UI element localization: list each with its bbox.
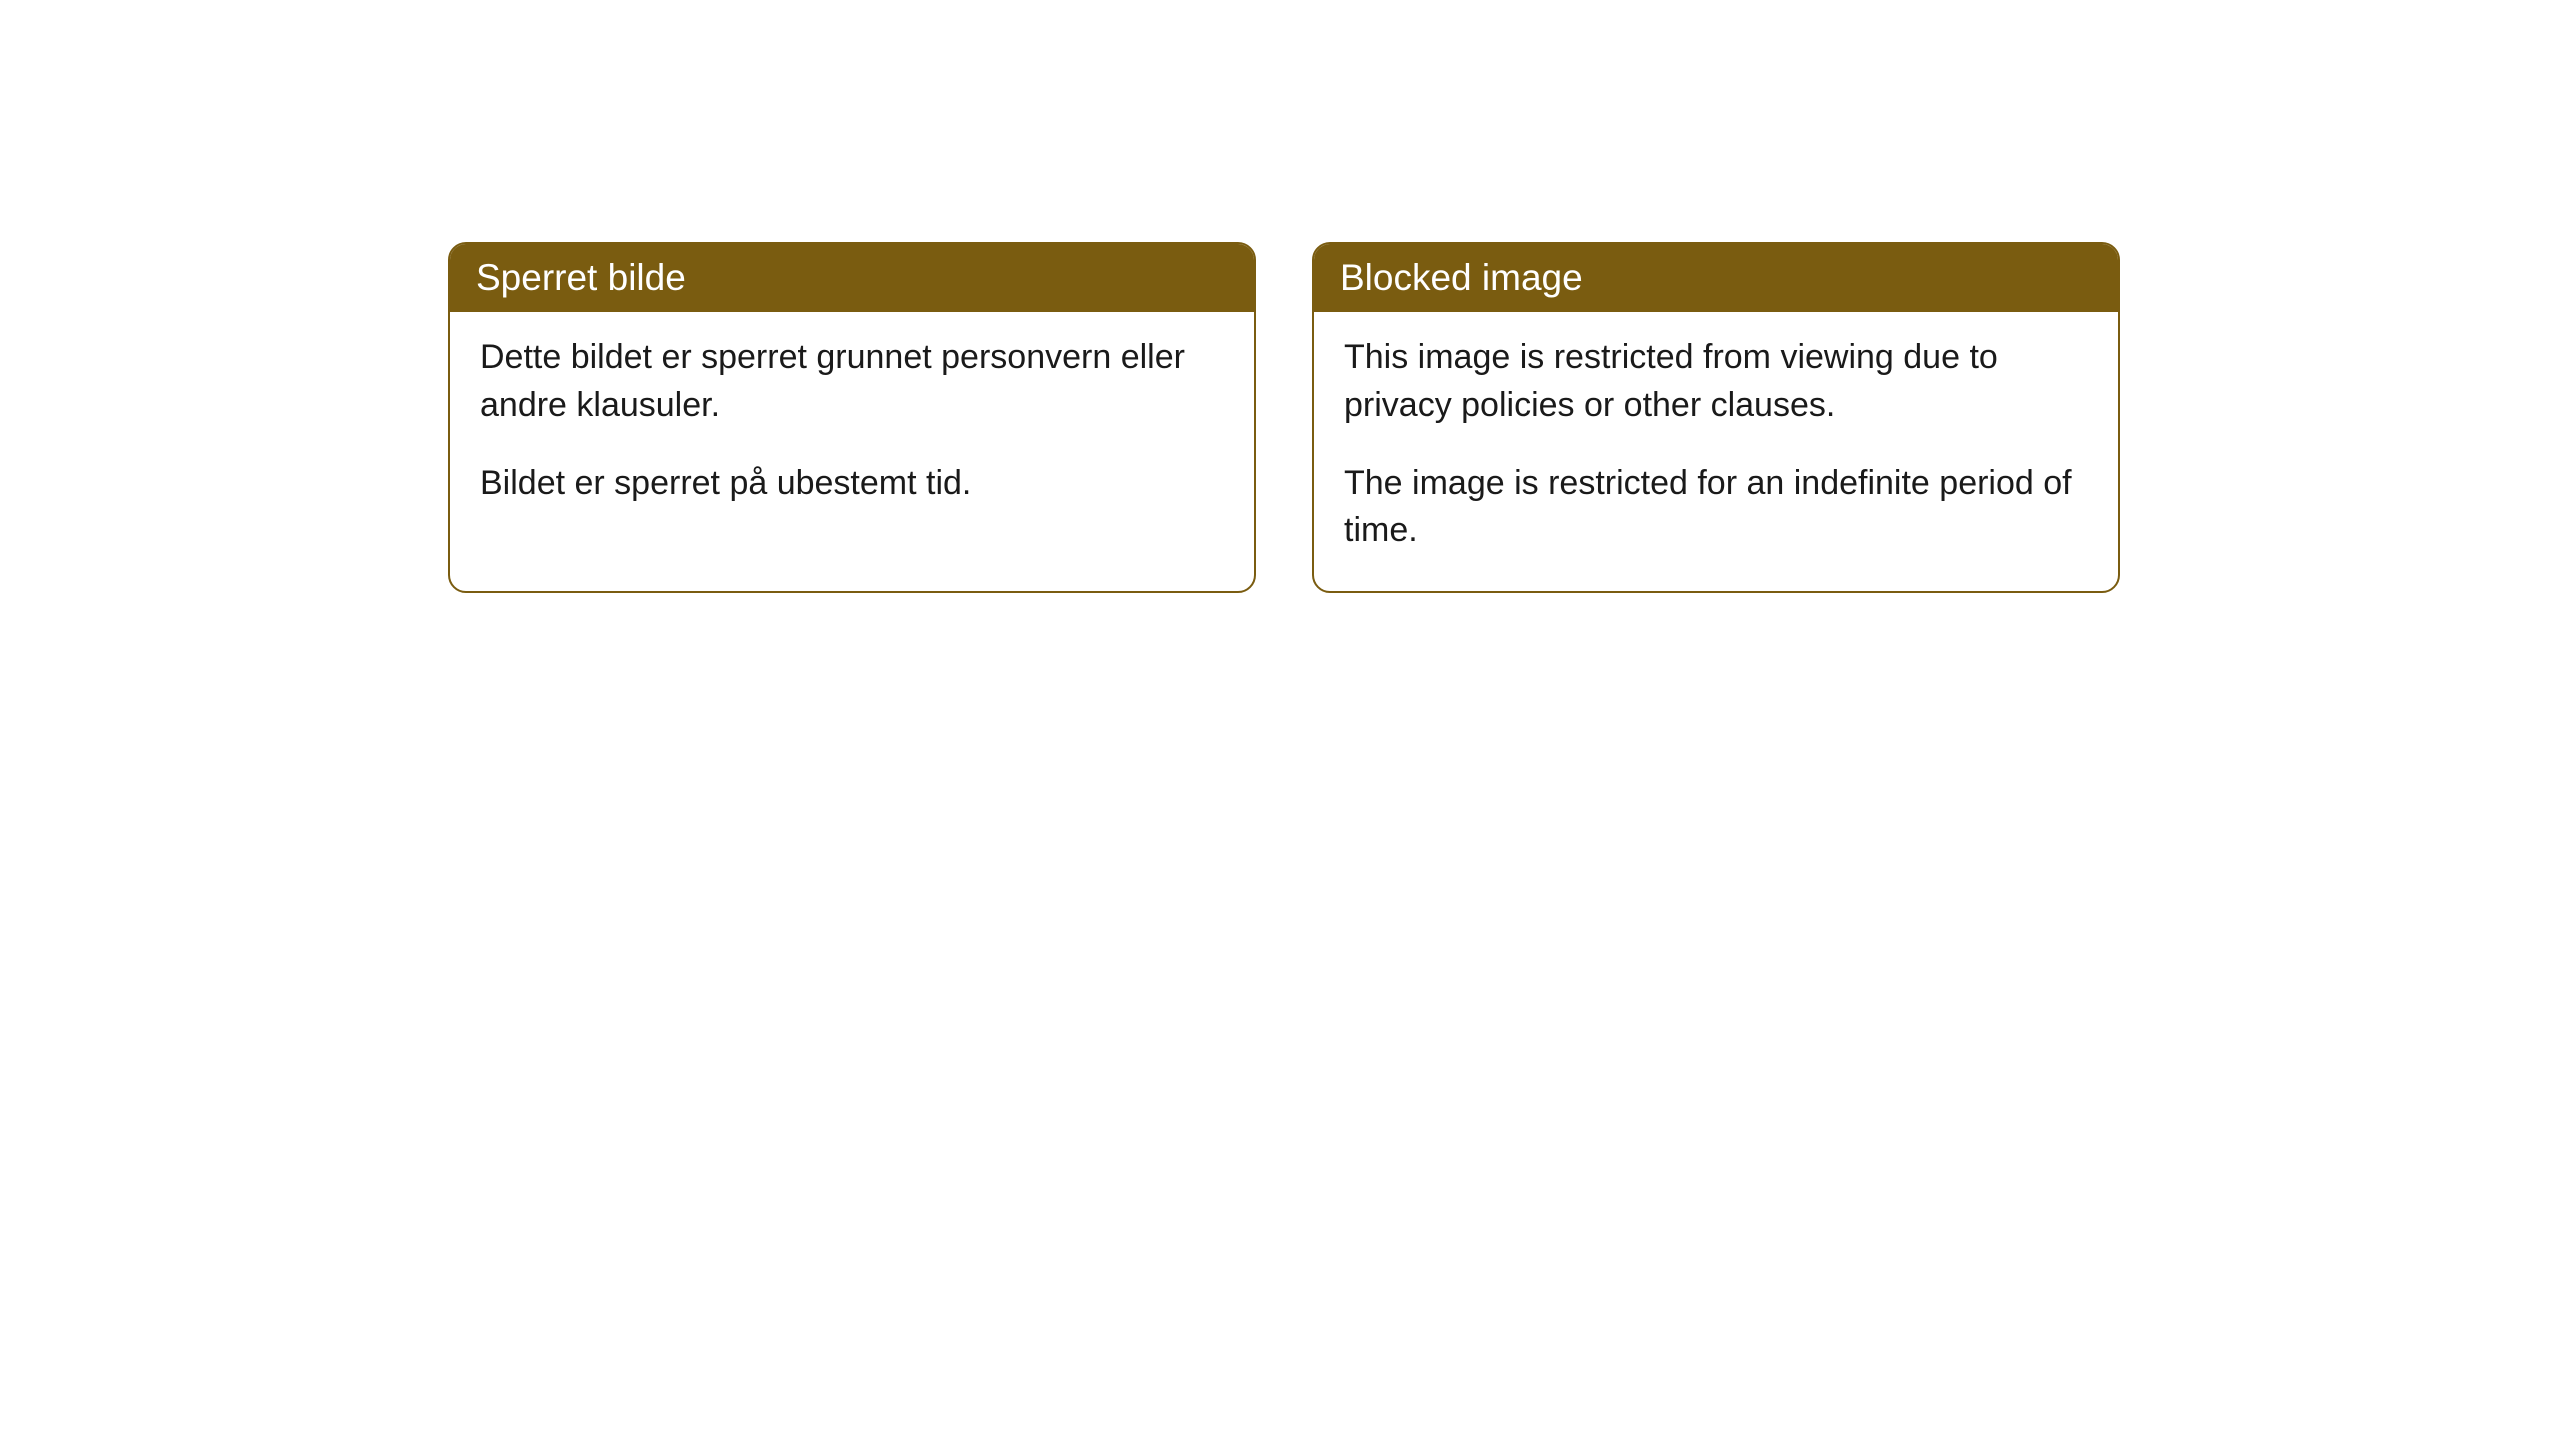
card-header-norwegian: Sperret bilde: [450, 244, 1254, 312]
card-paragraph: Bildet er sperret på ubestemt tid.: [480, 460, 1224, 508]
card-norwegian: Sperret bilde Dette bildet er sperret gr…: [448, 242, 1256, 593]
card-paragraph: The image is restricted for an indefinit…: [1344, 460, 2088, 555]
card-body-english: This image is restricted from viewing du…: [1314, 312, 2118, 590]
card-paragraph: Dette bildet er sperret grunnet personve…: [480, 334, 1224, 429]
card-english: Blocked image This image is restricted f…: [1312, 242, 2120, 593]
card-paragraph: This image is restricted from viewing du…: [1344, 334, 2088, 429]
cards-container: Sperret bilde Dette bildet er sperret gr…: [448, 242, 2120, 593]
card-body-norwegian: Dette bildet er sperret grunnet personve…: [450, 312, 1254, 543]
card-header-english: Blocked image: [1314, 244, 2118, 312]
